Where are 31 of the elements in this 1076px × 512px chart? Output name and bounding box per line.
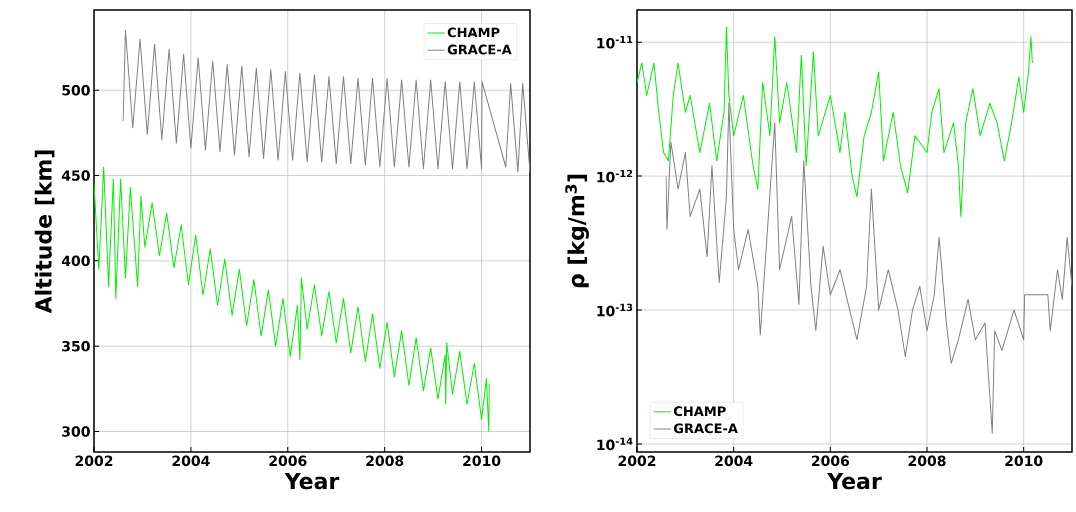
x-tick-label: 2006 bbox=[269, 455, 307, 467]
legend-label: GRACE-A bbox=[447, 44, 512, 55]
y-axis-title: Altitude [km] bbox=[34, 150, 55, 314]
x-tick-label: 2002 bbox=[618, 455, 656, 467]
y-tick-label: 400 bbox=[61, 255, 90, 267]
y-tick-label: 300 bbox=[62, 426, 90, 437]
x-tick-label: 2004 bbox=[172, 455, 210, 467]
y-tick-label: 450 bbox=[61, 170, 90, 181]
legend-label: CHAMP bbox=[673, 406, 726, 417]
line-series bbox=[122, 29, 530, 173]
y-tick-label: 500 bbox=[62, 84, 90, 96]
x-axis-title: Year bbox=[827, 473, 882, 490]
x-tick-label: 2002 bbox=[75, 455, 113, 467]
legend-label: GRACE-A bbox=[673, 423, 738, 434]
x-tick-label: 2004 bbox=[715, 455, 753, 467]
legend-label: CHAMP bbox=[447, 27, 500, 38]
line-series bbox=[637, 26, 1033, 217]
y-tick-label: 10$^{-11}$ bbox=[597, 35, 633, 49]
x-tick-label: 2008 bbox=[908, 455, 946, 467]
line-series bbox=[665, 102, 1072, 434]
y-tick-label: 10$^{-13}$ bbox=[597, 303, 633, 317]
x-tick-label: 2010 bbox=[1005, 455, 1043, 467]
y-axis-title: ρ [kg/m$^{3}$] bbox=[565, 174, 589, 288]
y-tick-label: 10$^{-12}$ bbox=[597, 169, 633, 183]
x-axis-title: Year bbox=[284, 472, 340, 490]
x-tick-label: 2008 bbox=[366, 455, 404, 467]
y-tick-label: 10$^{-14}$ bbox=[597, 437, 633, 451]
line-series bbox=[94, 166, 490, 433]
x-tick-label: 2006 bbox=[811, 455, 850, 467]
x-tick-label: 2010 bbox=[463, 455, 501, 467]
y-tick-label: 350 bbox=[62, 340, 90, 352]
